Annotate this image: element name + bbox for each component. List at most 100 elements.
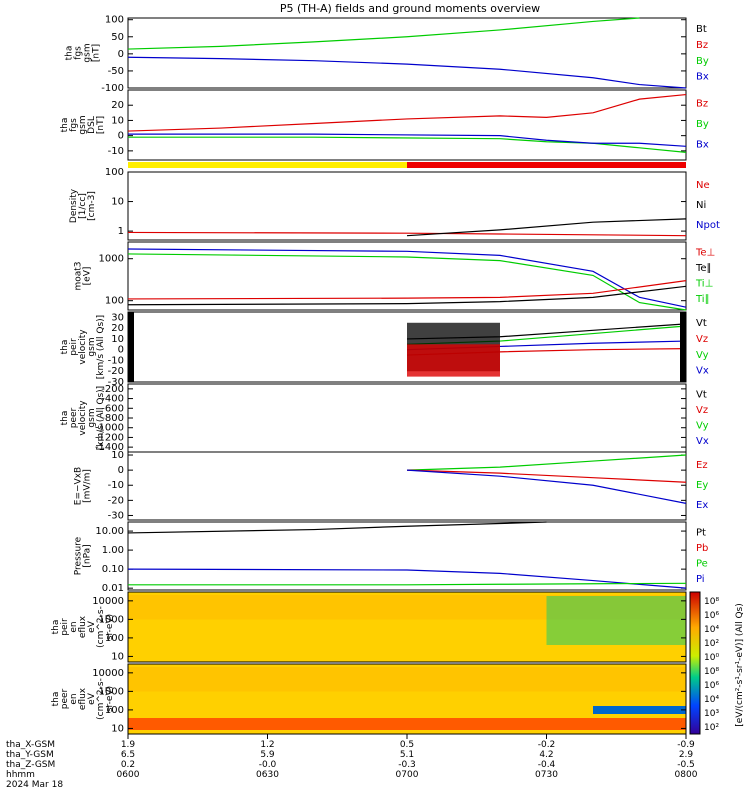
y-tick-label: 0.10	[102, 564, 124, 575]
legend-Bx: Bx	[696, 72, 709, 83]
spectrogram-green-region	[546, 596, 686, 645]
y-axis-label-line: eV	[87, 620, 97, 633]
y-axis-label-line: tha	[51, 620, 61, 635]
y-axis-label: Density [1/cc] [cm-3]	[69, 188, 97, 223]
x-row-value: 5.1	[400, 750, 414, 760]
y-tick-label: 10000	[92, 596, 124, 607]
y-tick-label: -30	[108, 510, 124, 521]
legend-Te⊥: Te⊥	[695, 248, 715, 259]
status-bar-yellow	[128, 162, 407, 168]
y-axis-label: tha peir velocity gsm [km/s (All Qs)]	[60, 315, 106, 379]
y-axis-label: tha peer velocity gsm [km/s (All Qs)]	[60, 386, 106, 450]
y-tick-label: -10	[108, 355, 124, 366]
y-axis-label: tha peir en eflux eV (cm^2-s-sr-eV)	[51, 606, 115, 648]
y-axis-label-line: (cm^2-s-	[96, 678, 106, 720]
colorbar-tick: 10⁴	[704, 695, 719, 705]
y-axis-label: moat3 [eV]	[74, 261, 93, 290]
y-tick-label: 10000	[92, 668, 124, 679]
y-axis-label-line: [cm-3]	[87, 191, 97, 221]
y-axis-label-line: (cm^2-s-	[96, 606, 106, 648]
x-row-label: tha_Y-GSM	[6, 750, 54, 760]
series-By	[128, 136, 687, 153]
y-axis-label-line: peer	[60, 688, 70, 709]
spectrogram-band-high	[128, 667, 686, 692]
colorbar-tick: 10⁶	[704, 611, 719, 621]
x-row-label: tha_Z-GSM	[6, 760, 55, 770]
y-axis-label-line: tha	[60, 340, 70, 355]
series-Ez	[406, 469, 687, 483]
x-row-label: hhmm	[6, 770, 35, 780]
panel-frame	[127, 241, 687, 311]
y-axis-label: tha fgs gsm [nT]	[65, 43, 102, 62]
y-axis-label-line: velocity	[78, 329, 88, 365]
panel-frame	[127, 591, 687, 663]
series-Ti∥	[127, 253, 687, 311]
spectrogram-band-low	[128, 718, 686, 730]
legend-Ez: Ez	[696, 460, 708, 471]
y-tick-label: -30	[108, 377, 124, 388]
panel-peir-spec: 10000 1000 100 10 tha peir en eflux eV (cm^2-s-sr…	[51, 591, 687, 663]
y-tick-label: 0.01	[102, 583, 124, 594]
y-tick-label: 1000	[99, 254, 124, 265]
x-row-value: -0.4	[538, 760, 556, 770]
y-tick-label: -800	[101, 413, 124, 424]
y-tick-label: 100	[105, 633, 124, 644]
y-axis-label-line: tha	[60, 411, 70, 426]
x-row-value: 0800	[675, 770, 698, 780]
y-tick-label: 0	[118, 465, 124, 476]
panel-frame	[127, 451, 687, 521]
legend-Vz: Vz	[696, 405, 708, 416]
panel-frame	[127, 17, 687, 89]
y-axis-label: tha fgs gsm DSL [nT]	[60, 115, 106, 134]
legend-Bz: Bz	[696, 98, 708, 109]
x-row-value: 0730	[535, 770, 558, 780]
colorbar-label: [eV/(cm²-s¹-sr¹-eV)] (All Qs)	[735, 603, 745, 727]
velocity-noise-red	[407, 344, 500, 377]
y-tick-label: -200	[101, 384, 124, 395]
colorbar-tick: 10⁸	[704, 667, 719, 677]
velocity-edge-left	[128, 312, 134, 382]
y-axis-label-line: gsm	[78, 115, 88, 134]
y-tick-label: 10	[111, 334, 124, 345]
y-axis-label-line: gsm	[87, 408, 97, 427]
y-tick-label: 10	[111, 450, 124, 461]
x-row-value: 0630	[256, 770, 279, 780]
series-Ne	[127, 231, 687, 237]
x-row-value: 0600	[117, 770, 140, 780]
legend-Vy: Vy	[696, 350, 709, 361]
colorbar-tick: 10⁸	[704, 597, 719, 607]
legend-By: By	[696, 56, 709, 67]
y-tick-label: 50	[111, 32, 124, 43]
y-tick-label: 20	[111, 100, 124, 111]
y-tick-label: 20	[111, 323, 124, 334]
x-row-value: 4.2	[539, 750, 553, 760]
colorbar-tick: 10⁴	[704, 625, 719, 635]
legend-Vx: Vx	[696, 436, 709, 447]
y-tick-label: -1000	[95, 423, 124, 434]
colorbar-tick: 10⁶	[704, 681, 719, 691]
legend-Pt: Pt	[696, 528, 706, 539]
x-row-value: 6.5	[121, 750, 135, 760]
legend-Te∥: Te∥	[695, 263, 712, 274]
x-row-value: -0.2	[538, 740, 556, 750]
x-row-value: -0.3	[398, 760, 416, 770]
y-axis-label-line: velocity	[78, 400, 88, 436]
x-row-value: -0.5	[677, 760, 695, 770]
colorbar-tick: 10⁰	[704, 653, 719, 663]
y-axis-label-line: peir	[60, 618, 70, 636]
series-Te∥	[127, 285, 687, 306]
y-tick-label: 100	[105, 705, 124, 716]
panel-peer-spec: 10000 1000 100 10 tha peer en eflux eV (cm^2-s-sr…	[51, 663, 687, 735]
legend-Bx: Bx	[696, 139, 709, 150]
y-axis-label-line: DSL	[87, 116, 97, 134]
x-axis-group: tha_X-GSM 1.9 1.2 0.5 -0.2 -0.9 tha_Y-GSM 6.5 5.…	[6, 734, 698, 790]
y-tick-label: 30	[111, 312, 124, 323]
y-axis-label-line: [nPa]	[83, 544, 93, 567]
x-row-value: 2.9	[679, 750, 694, 760]
y-axis-label-line: gsm	[87, 337, 97, 356]
series-By	[127, 17, 640, 50]
legend-Ti⊥: Ti⊥	[695, 279, 713, 290]
